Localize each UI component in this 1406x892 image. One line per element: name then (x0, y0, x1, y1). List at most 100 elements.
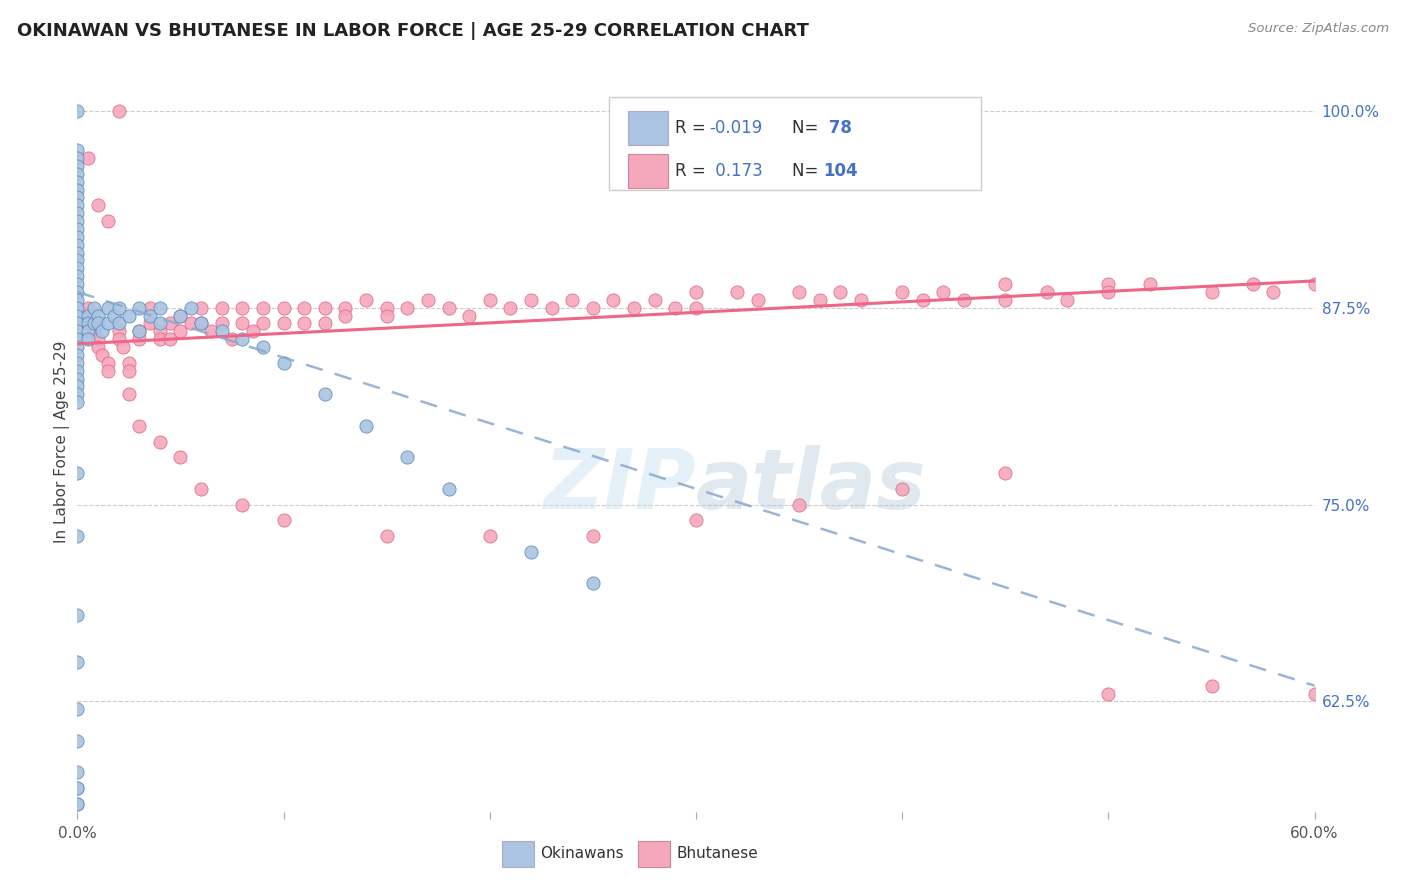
Point (211, 317, 233, 331)
Point (66, 159, 89, 173)
Point (159, 332, 181, 346)
Point (644, 293, 666, 307)
Text: 104: 104 (824, 161, 858, 180)
Point (520, 293, 543, 307)
Point (128, 324, 150, 338)
Point (66, 379, 89, 393)
Point (180, 301, 202, 315)
Point (242, 324, 264, 338)
Point (66, 237, 89, 252)
Text: Bhutanese: Bhutanese (676, 847, 758, 862)
Point (830, 285, 852, 299)
Point (66, 734, 89, 748)
Point (169, 309, 191, 323)
Point (149, 301, 172, 315)
Text: 0.173: 0.173 (710, 161, 762, 180)
Point (1303, 687, 1326, 701)
Point (76, 332, 98, 346)
Point (354, 418, 377, 433)
Point (159, 317, 181, 331)
FancyBboxPatch shape (638, 840, 671, 867)
Point (66, 797, 89, 811)
Point (76, 301, 98, 315)
Point (66, 797, 89, 811)
Point (107, 103, 129, 118)
Point (76, 151, 98, 165)
Point (97, 301, 120, 315)
Point (66, 103, 89, 118)
Point (211, 301, 233, 315)
Point (107, 332, 129, 346)
Point (66, 151, 89, 165)
Point (1139, 277, 1161, 291)
Point (602, 293, 624, 307)
Point (87, 332, 110, 346)
Point (169, 324, 191, 338)
Point (292, 317, 315, 331)
Point (1097, 687, 1119, 701)
Text: R =: R = (675, 120, 711, 137)
Point (66, 348, 89, 362)
Point (1263, 285, 1285, 299)
Point (685, 285, 707, 299)
Text: atlas: atlas (696, 445, 927, 526)
Point (66, 324, 89, 338)
Point (396, 301, 419, 315)
Point (911, 293, 934, 307)
Point (1201, 285, 1223, 299)
Point (66, 395, 89, 409)
Point (66, 261, 89, 276)
Point (66, 190, 89, 204)
Point (66, 317, 89, 331)
Point (128, 418, 150, 433)
Point (111, 340, 134, 354)
Point (314, 317, 336, 331)
Point (83, 324, 105, 338)
Point (66, 765, 89, 780)
Point (66, 253, 89, 268)
Point (932, 285, 955, 299)
Point (91, 324, 114, 338)
Point (375, 309, 398, 323)
Point (138, 309, 160, 323)
Point (118, 364, 141, 378)
Point (76, 309, 98, 323)
Point (138, 317, 160, 331)
Point (66, 529, 89, 543)
Point (994, 277, 1017, 291)
Point (1056, 293, 1078, 307)
Point (540, 301, 562, 315)
Text: 78: 78 (824, 120, 852, 137)
Point (1303, 277, 1326, 291)
Point (747, 293, 769, 307)
Text: OKINAWAN VS BHUTANESE IN LABOR FORCE | AGE 25-29 CORRELATION CHART: OKINAWAN VS BHUTANESE IN LABOR FORCE | A… (17, 22, 808, 40)
Point (66, 301, 89, 315)
Text: ZIP: ZIP (543, 445, 696, 526)
FancyBboxPatch shape (609, 97, 980, 190)
Point (582, 529, 605, 543)
Y-axis label: In Labor Force | Age 25-29: In Labor Force | Age 25-29 (55, 341, 70, 542)
Point (354, 293, 377, 307)
Point (664, 301, 686, 315)
Point (66, 269, 89, 284)
Point (252, 301, 274, 315)
Point (314, 301, 336, 315)
Point (458, 309, 481, 323)
Point (891, 285, 914, 299)
Point (561, 293, 583, 307)
Point (231, 332, 253, 346)
Point (66, 175, 89, 189)
Point (76, 324, 98, 338)
Point (149, 324, 172, 338)
Point (211, 324, 233, 338)
Text: N=: N= (793, 161, 824, 180)
FancyBboxPatch shape (628, 112, 668, 145)
Point (190, 482, 212, 496)
Point (273, 513, 295, 527)
Point (138, 301, 160, 315)
Point (66, 198, 89, 212)
Point (118, 356, 141, 370)
Point (66, 206, 89, 220)
Point (149, 332, 172, 346)
Point (190, 317, 212, 331)
